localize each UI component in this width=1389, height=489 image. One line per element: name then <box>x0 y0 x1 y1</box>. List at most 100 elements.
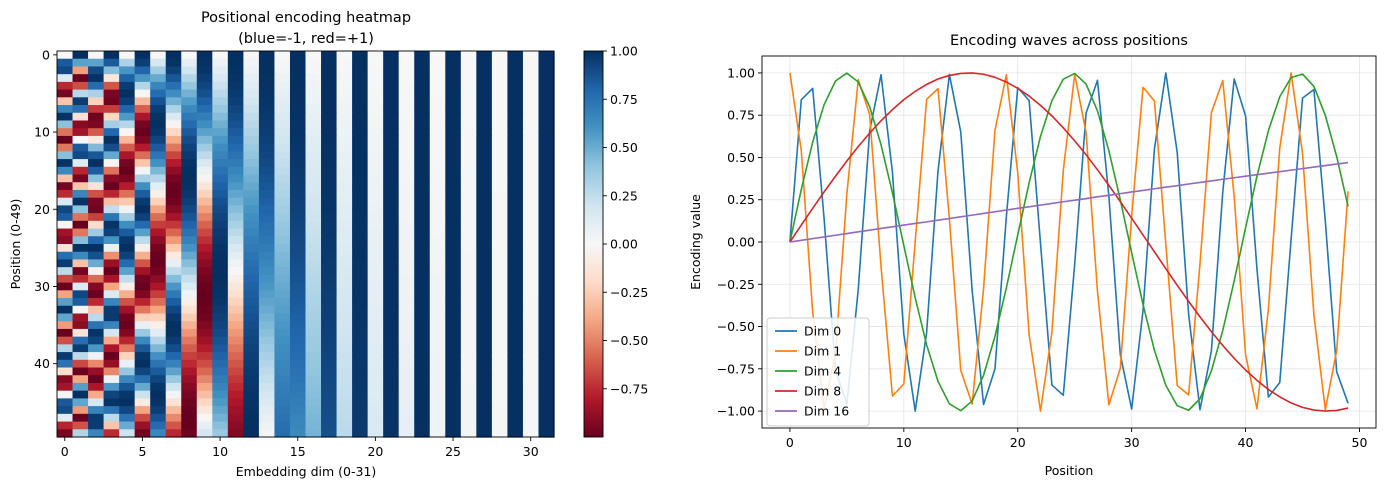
heatmap-cell <box>429 298 446 307</box>
heatmap-cell <box>243 66 260 75</box>
heatmap-cell <box>289 151 307 160</box>
heatmap-cell <box>305 105 322 114</box>
heatmap-cell <box>289 244 307 253</box>
heatmap-cell <box>445 128 462 137</box>
heatmap-cell <box>196 421 213 430</box>
heatmap-cell <box>57 344 74 353</box>
heatmap-cell <box>165 382 182 392</box>
heatmap-cell <box>321 313 338 322</box>
heatmap-cell <box>445 189 462 199</box>
heatmap-cell <box>227 182 244 191</box>
heatmap-cell <box>212 58 229 68</box>
heatmap-cell <box>491 143 509 152</box>
heatmap-cell <box>321 143 338 152</box>
heatmap-cell <box>321 251 338 261</box>
heatmap-cell <box>321 197 338 206</box>
heatmap-cell <box>212 321 229 330</box>
heatmap-cell <box>491 398 509 407</box>
heatmap-cell <box>460 189 477 199</box>
heatmap-cell <box>165 213 182 222</box>
heatmap-cell <box>414 382 431 392</box>
heatmap-cell <box>383 382 400 392</box>
heatmap-cell <box>321 166 338 176</box>
heatmap-cell <box>367 251 384 261</box>
heatmap-cell <box>398 66 415 75</box>
heatmap-cell <box>336 313 353 322</box>
heatmap-cell <box>165 305 182 315</box>
heatmap-cell <box>476 367 493 376</box>
heatmap-cell <box>88 421 105 430</box>
heatmap-cell <box>181 66 198 75</box>
heatmap-cell <box>274 251 291 261</box>
line-y-tick-label: 0.25 <box>727 192 755 207</box>
heatmap-cell <box>383 429 400 438</box>
heatmap-cell <box>538 398 555 407</box>
heatmap-cell <box>522 66 540 75</box>
heatmap-cell <box>181 382 198 392</box>
heatmap-cell <box>181 166 198 176</box>
heatmap-cell <box>165 236 182 245</box>
heatmap-cell <box>150 398 167 407</box>
heatmap-cell <box>134 58 151 68</box>
heatmap-cell <box>367 197 384 206</box>
heatmap-cell <box>414 143 431 152</box>
heatmap-cell <box>507 298 524 307</box>
heatmap-cell <box>258 143 276 152</box>
heatmap-cell <box>88 313 105 322</box>
heatmap-cell <box>507 413 524 423</box>
heatmap-cell <box>367 274 384 284</box>
colorbar-tick-label: 0.75 <box>610 92 638 107</box>
heatmap-cell <box>367 421 384 430</box>
heatmap-cell <box>258 159 276 168</box>
heatmap-cell <box>491 336 509 345</box>
heatmap-cell <box>196 367 213 376</box>
heatmap-cell <box>289 128 307 137</box>
heatmap-cell <box>274 328 291 338</box>
heatmap-cell <box>103 143 120 152</box>
heatmap-cell <box>212 251 229 261</box>
heatmap-cell <box>119 282 136 291</box>
heatmap-cell <box>336 189 353 199</box>
heatmap-cell <box>57 205 74 214</box>
heatmap-cell <box>243 398 260 407</box>
heatmap-cell <box>522 390 540 399</box>
heatmap-cell <box>398 259 415 268</box>
heatmap-cell <box>398 112 415 122</box>
heatmap-cell <box>88 382 105 392</box>
heatmap-cell <box>522 174 540 183</box>
series-line-dim-16 <box>789 161 1349 243</box>
heatmap-cell <box>352 421 369 430</box>
heatmap-cell <box>289 290 307 299</box>
heatmap-cell <box>352 429 369 438</box>
heatmap-y-tick-label: 30 <box>34 279 50 294</box>
heatmap-cell <box>57 321 74 330</box>
heatmap-cell <box>460 274 477 284</box>
heatmap-cell <box>305 189 322 199</box>
heatmap-cell <box>460 205 477 214</box>
heatmap-cell <box>414 282 431 291</box>
heatmap-cell <box>476 58 493 68</box>
heatmap-cell <box>119 359 136 369</box>
heatmap-cell <box>119 220 136 230</box>
heatmap-cell <box>445 274 462 284</box>
heatmap-cell <box>321 305 338 315</box>
heatmap-cell <box>258 390 276 399</box>
heatmap-cell <box>196 274 213 284</box>
line-x-tick-label: 0 <box>786 435 794 450</box>
heatmap-cell <box>445 352 462 361</box>
heatmap-cell <box>491 213 509 222</box>
heatmap-cell <box>336 359 353 369</box>
heatmap-cell <box>227 174 244 183</box>
heatmap-cell <box>289 166 307 176</box>
heatmap-cell <box>538 421 555 430</box>
heatmap-cell <box>414 89 431 98</box>
heatmap-cell <box>150 367 167 376</box>
heatmap-cell <box>383 274 400 284</box>
heatmap-cell <box>57 143 74 152</box>
heatmap-cell <box>72 336 89 345</box>
heatmap-cell <box>181 421 198 430</box>
heatmap-cell <box>150 421 167 430</box>
heatmap-cell <box>119 328 136 338</box>
heatmap-cell <box>414 274 431 284</box>
